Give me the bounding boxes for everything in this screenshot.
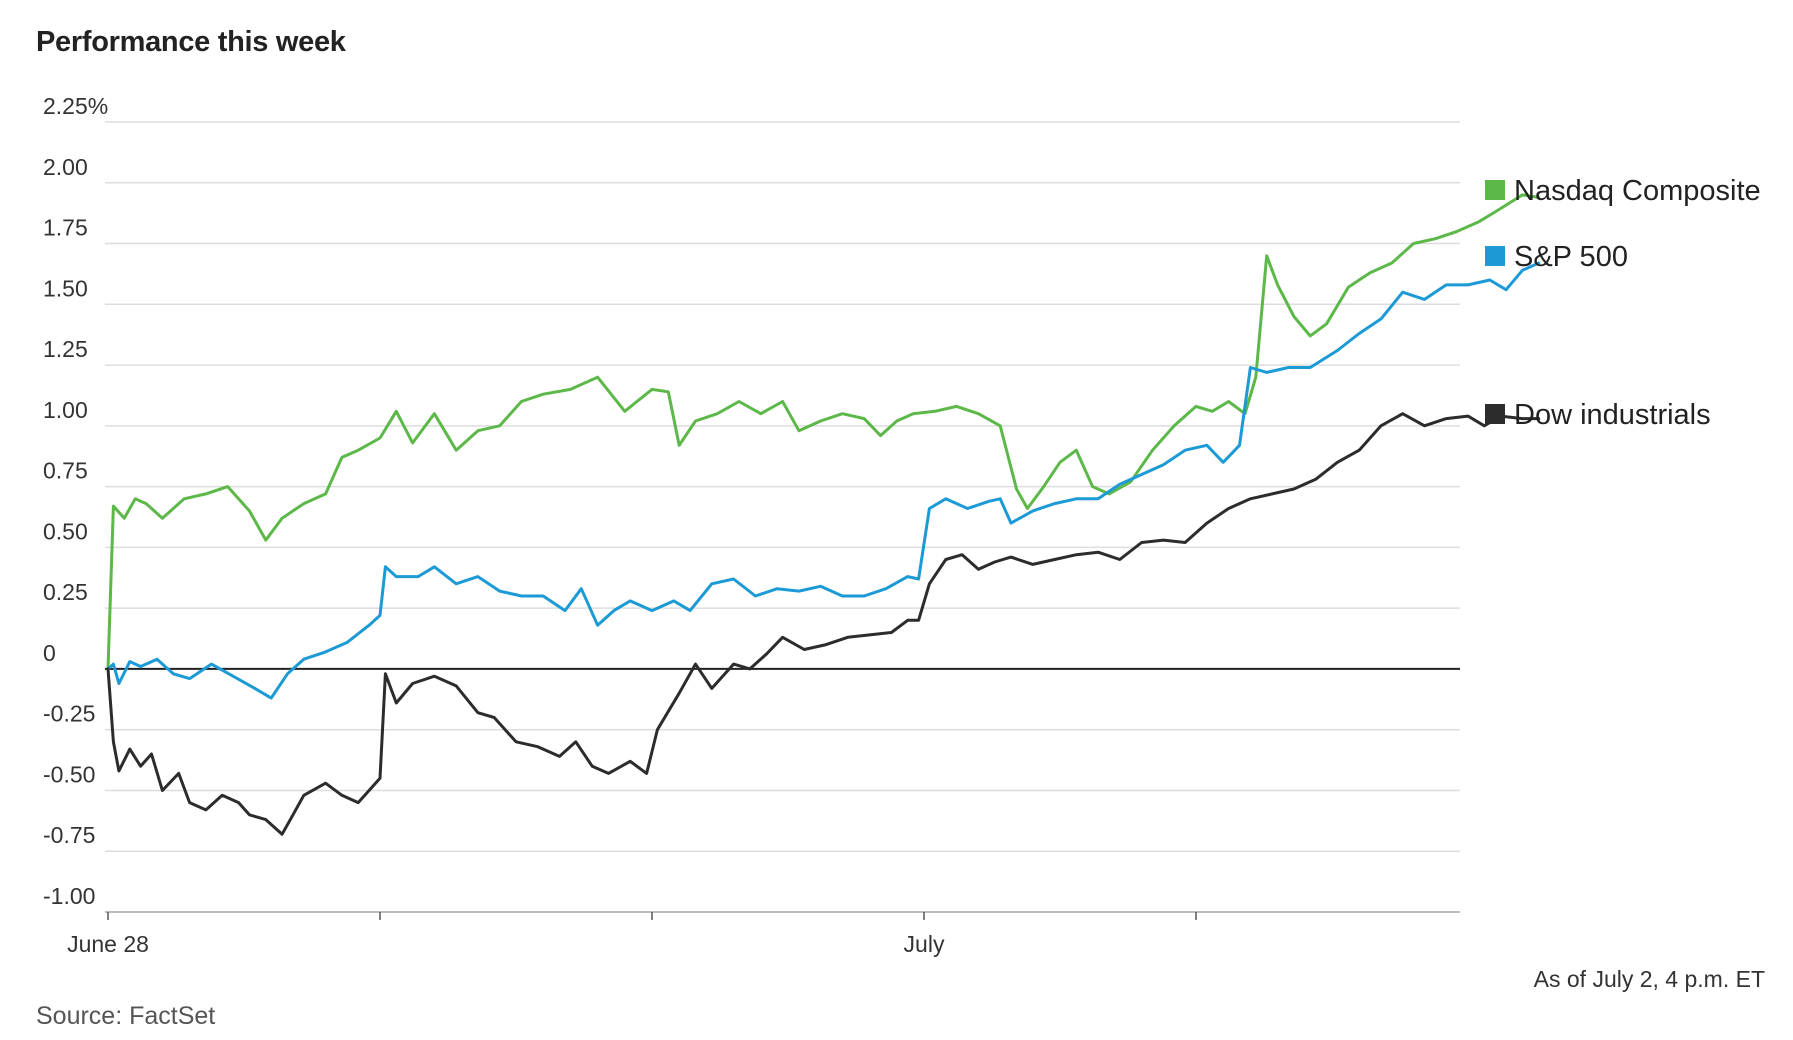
axes: 2.25% 2.00 1.75 1.50 1.25 1.00 0.75 0.50 0.25 0 -0… <box>43 93 1460 957</box>
y-tick-label: 0.50 <box>43 518 88 544</box>
legend: Nasdaq Composite S&P 500 Dow industrials <box>1485 175 1761 431</box>
y-tick-label: -0.25 <box>43 701 95 727</box>
series-lines <box>106 193 1541 836</box>
chart-title: Performance this week <box>36 26 346 58</box>
y-tick-label: -0.75 <box>43 822 95 848</box>
source-note: Source: FactSet <box>36 1002 216 1030</box>
y-tick-label: 2.25% <box>43 93 108 119</box>
series-line-0 <box>106 193 1541 671</box>
y-tick-label: 0.25 <box>43 579 88 605</box>
legend-swatch <box>1485 404 1505 424</box>
y-tick-label: 1.50 <box>43 275 88 301</box>
x-tick-label: July <box>904 931 945 957</box>
y-tick-label: 1.75 <box>43 215 88 241</box>
y-tick-label: 0.75 <box>43 458 88 484</box>
legend-swatch <box>1485 246 1505 266</box>
y-tick-label: -0.50 <box>43 761 95 787</box>
x-tick-label: June 28 <box>67 931 149 957</box>
series-line-1 <box>106 261 1541 700</box>
y-tick-label: 0 <box>43 640 56 666</box>
legend-label: Dow industrials <box>1514 399 1711 431</box>
as-of-note: As of July 2, 4 p.m. ET <box>1533 966 1765 992</box>
y-tick-label: -1.00 <box>43 883 95 909</box>
legend-swatch <box>1485 180 1505 200</box>
legend-label: S&P 500 <box>1514 241 1628 273</box>
y-tick-label: 1.00 <box>43 397 88 423</box>
y-tick-label: 2.00 <box>43 154 88 180</box>
y-tick-label: 1.25 <box>43 336 88 362</box>
legend-label: Nasdaq Composite <box>1514 175 1761 207</box>
series-line-2 <box>106 412 1541 836</box>
